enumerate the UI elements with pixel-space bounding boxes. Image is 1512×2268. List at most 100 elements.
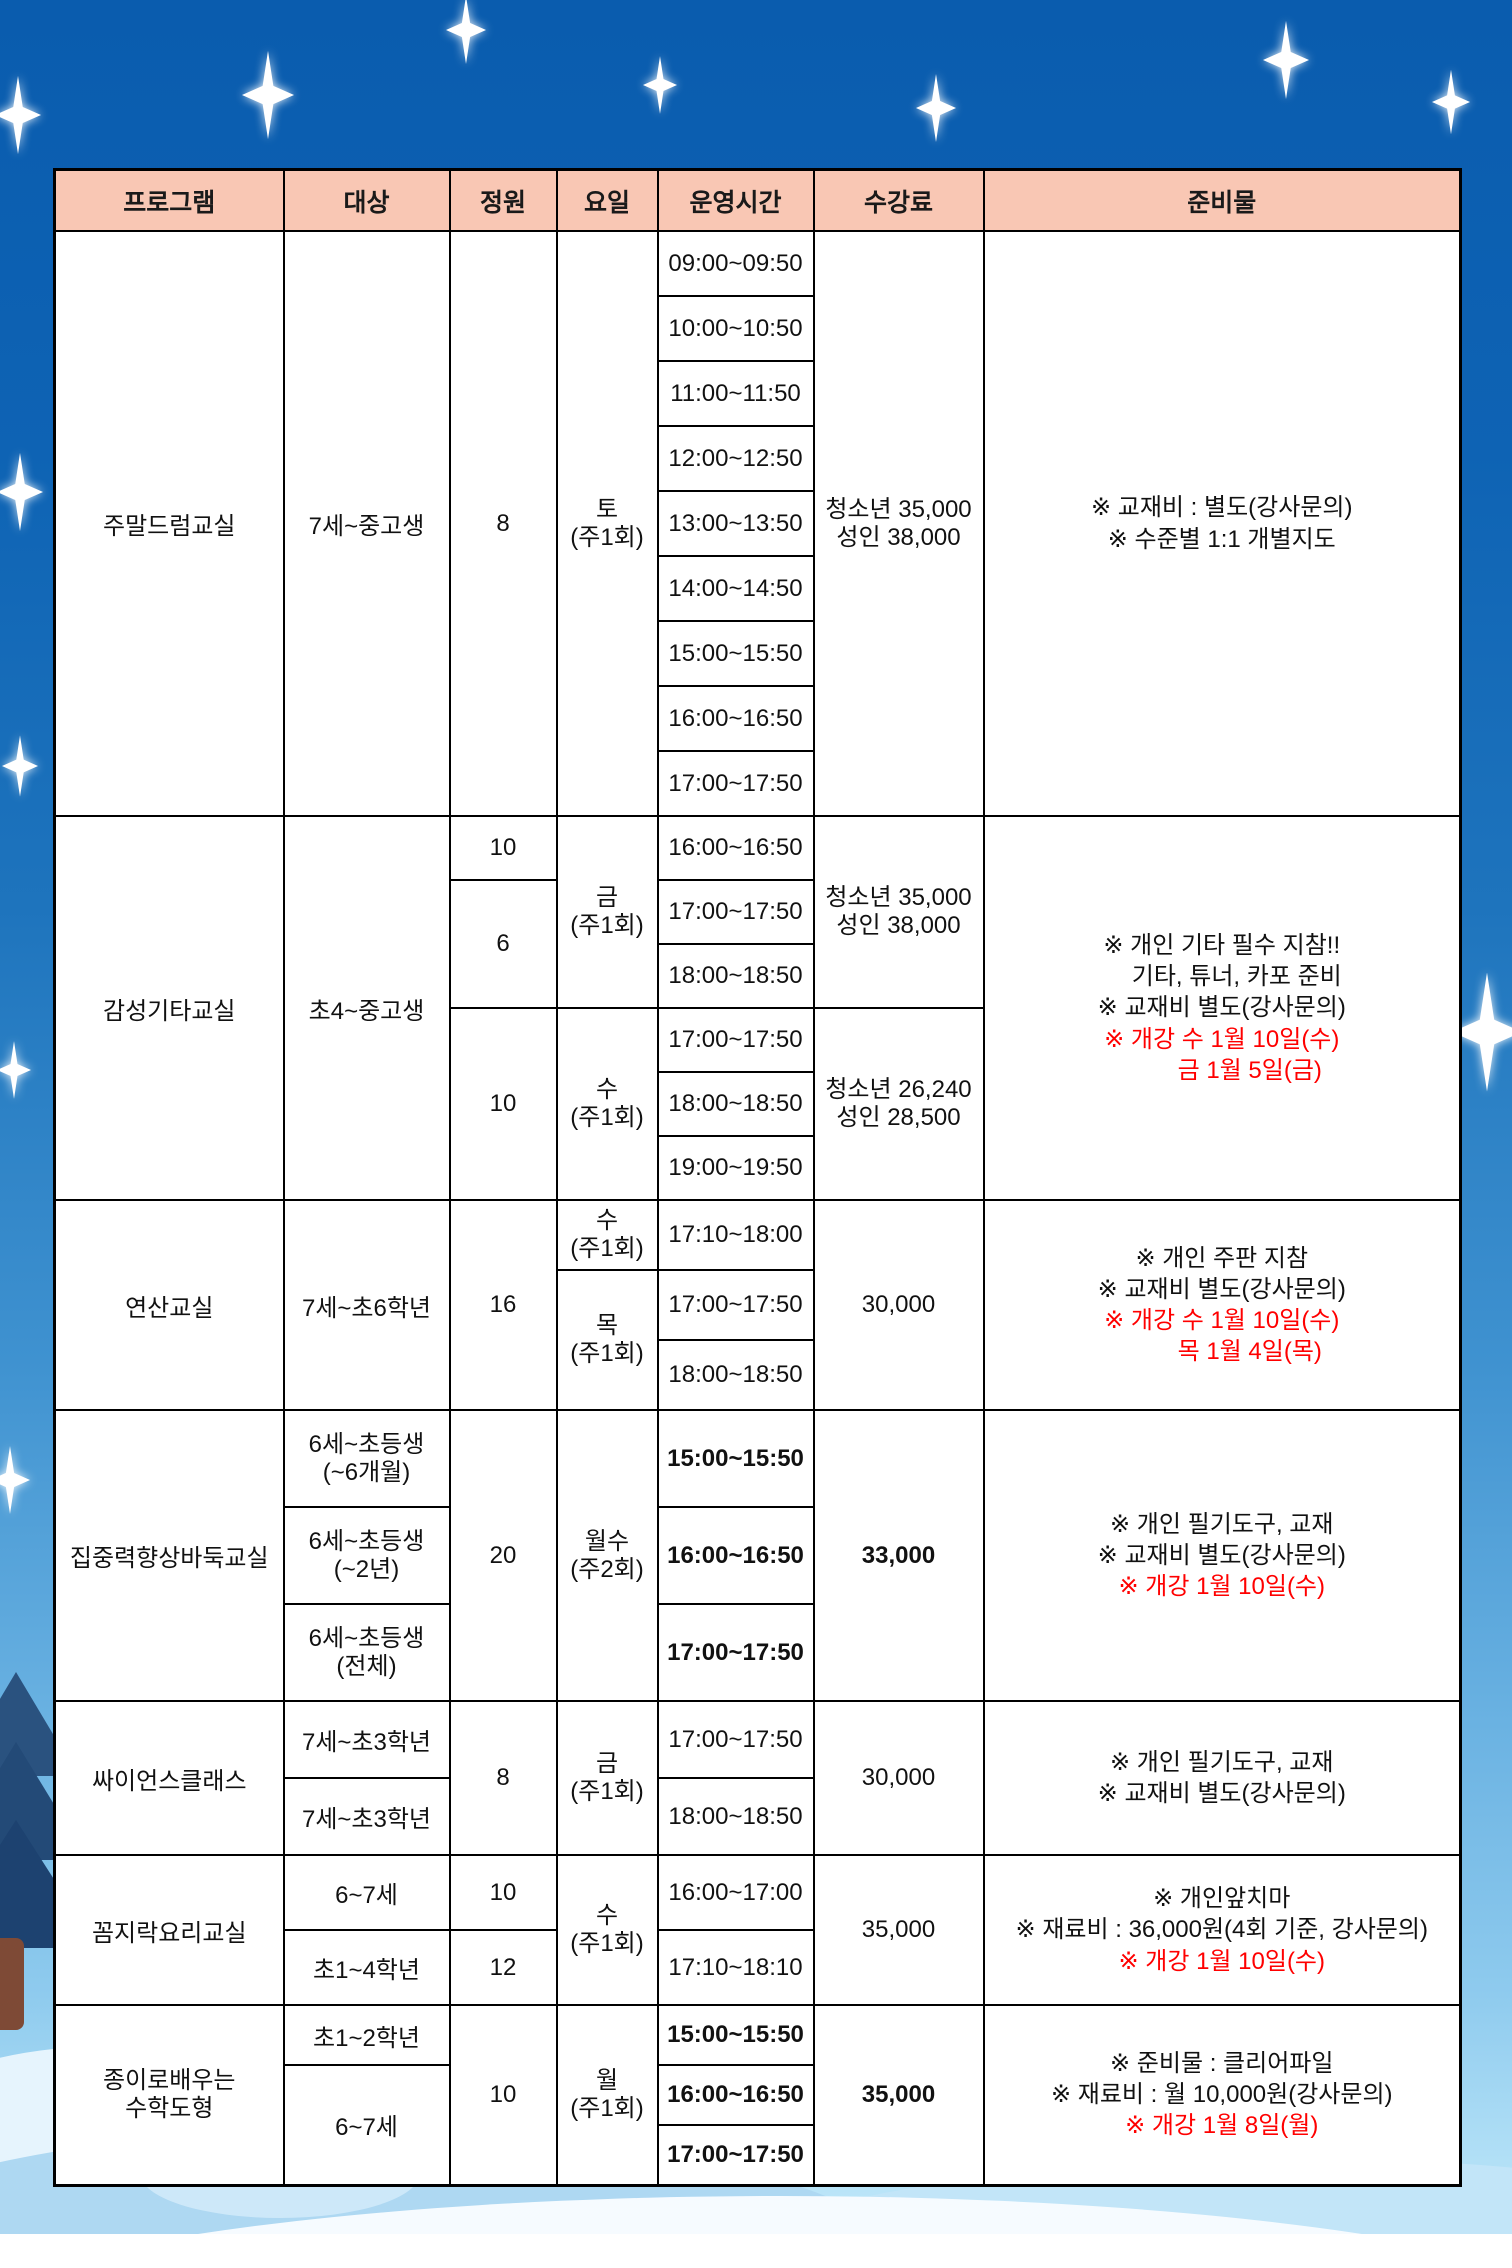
cell-time: 16:00~17:00 [656, 1854, 815, 1931]
cell-time: 18:00~18:50 [656, 1339, 815, 1411]
cell-fee: 35,000 [812, 1854, 985, 2006]
cell-day: 목 (주1회) [555, 1269, 659, 1411]
table-row: 꼼지락요리교실 6~7세 10 수 (주1회) 16:00~17:00 35,000 ※ 개인… [53, 1854, 1462, 2006]
cell-target: 7세~초6학년 [282, 1199, 451, 1411]
note-line: ※ 개인앞치마 [1153, 1885, 1291, 1913]
cell-fee: 청소년 35,000 성인 38,000 [812, 815, 985, 1009]
sparkle-star-icon [1263, 21, 1309, 99]
note-line: ※ 교재비 별도(강사문의) [1097, 1275, 1346, 1303]
table-row: 주말드럼교실 7세~중고생 8 토 (주1회) 09:00~09:50 청소년 35,000… [53, 230, 1462, 817]
column-header-day: 요일 [555, 168, 659, 232]
cell-time: 17:00~17:50 [656, 2124, 815, 2186]
sparkle-star-icon [0, 453, 43, 531]
table-row: 연산교실 7세~초6학년 16 수 (주1회) 17:10~18:00 30,000 ※ 개인… [53, 1199, 1462, 1411]
sparkle-star-icon [1432, 70, 1470, 135]
note-line: ※ 재료비 : 월 10,000원(강사문의) [1050, 2081, 1393, 2109]
note-line-highlight: 금 1월 5일(금) [1177, 1056, 1322, 1084]
cell-day: 금 (주1회) [555, 815, 659, 1009]
cell-time: 10:00~10:50 [656, 295, 815, 362]
table-row: 싸이언스클래스 7세~초3학년 8 금 (주1회) 17:00~17:50 30,000 ※ … [53, 1700, 1462, 1856]
cell-day: 월수 (주2회) [555, 1409, 659, 1702]
cell-time: 16:00~16:50 [656, 815, 815, 881]
cell-capacity: 10 [448, 2004, 558, 2186]
cell-materials: ※ 준비물 : 클리어파일 ※ 재료비 : 월 10,000원(강사문의) ※ 개강… [982, 2004, 1462, 2186]
column-header-target: 대상 [282, 168, 451, 232]
note-line: ※ 준비물 : 클리어파일 [1110, 2049, 1334, 2077]
table-row: 17:00~17:50 [55, 750, 1461, 817]
cell-time: 17:00~17:50 [656, 750, 815, 817]
cell-capacity: 16 [448, 1199, 558, 1411]
note-line: ※ 개인 필기도구, 교재 [1110, 1748, 1334, 1776]
note-line-highlight: ※ 개강 1월 10일(수) [1118, 1573, 1326, 1601]
table-row: 감성기타교실 초4~중고생 10 금 (주1회) 16:00~16:50 청소년 35,00… [53, 815, 1462, 1201]
note-line-highlight: ※ 개강 1월 8일(월) [1125, 2112, 1319, 2140]
sparkle-star-icon [0, 1041, 31, 1099]
cell-target: 초4~중고생 [282, 815, 451, 1201]
table-row: 6세~초등생 (전체) 17:00~17:50 [55, 1603, 1461, 1702]
cell-target: 초1~4학년 [282, 1929, 451, 2006]
cell-fee: 30,000 [812, 1199, 985, 1411]
table-row: 19:00~19:50 [55, 1135, 1461, 1201]
cell-materials: ※ 개인 필기도구, 교재 ※ 교재비 별도(강사문의) [982, 1700, 1462, 1856]
cell-time: 16:00~16:50 [656, 2064, 815, 2126]
note-line: ※ 교재비 별도(강사문의) [1097, 994, 1346, 1022]
cell-fee: 30,000 [812, 1700, 985, 1856]
column-header-program: 프로그램 [53, 168, 285, 232]
cell-fee: 35,000 [812, 2004, 985, 2186]
sparkle-star-icon [916, 74, 956, 142]
bottom-white-strip [0, 2234, 1512, 2268]
cell-program: 종이로배우는 수학도형 [53, 2004, 285, 2186]
cell-capacity: 20 [448, 1409, 558, 1702]
note-line: ※ 교재비 별도(강사문의) [1097, 1780, 1346, 1807]
tree-trunk [0, 1938, 24, 2030]
cell-materials: ※ 개인앞치마 ※ 재료비 : 36,000원(4회 기준, 강사문의) ※ 개강 … [982, 1854, 1462, 2006]
table-row: 18:00~18:50 [55, 943, 1461, 1009]
cell-materials: ※ 교재비 : 별도(강사문의) ※ 수준별 1:1 개별지도 [982, 230, 1462, 817]
cell-time: 17:10~18:00 [656, 1199, 815, 1271]
cell-program: 연산교실 [53, 1199, 285, 1411]
cell-time: 17:00~17:50 [656, 1007, 815, 1073]
table-row: 18:00~18:50 [55, 1071, 1461, 1137]
cell-capacity: 8 [448, 1700, 558, 1856]
table-row: 13:00~13:50 [55, 490, 1461, 557]
table-row: 16:00~16:50 [55, 685, 1461, 752]
cell-materials: ※ 개인 주판 지참 ※ 교재비 별도(강사문의) ※ 개강 수 1월 10일(수)… [982, 1199, 1462, 1411]
cell-materials: ※ 개인 필기도구, 교재 ※ 교재비 별도(강사문의) ※ 개강 1월 10일(수… [982, 1409, 1462, 1702]
cell-program: 꼼지락요리교실 [53, 1854, 285, 2006]
column-header-materials: 준비물 [982, 168, 1462, 232]
cell-materials: ※ 개인 기타 필수 지참!! 기타, 튜너, 카포 준비 ※ 교재비 별도(강사문… [982, 815, 1462, 1201]
note-line-highlight: ※ 개강 1월 10일(수) [1118, 1947, 1326, 1975]
cell-time: 17:00~17:50 [656, 1700, 815, 1779]
cell-time: 17:00~17:50 [656, 1269, 815, 1341]
cell-day: 월 (주1회) [555, 2004, 659, 2186]
cell-target: 초1~2학년 [282, 2004, 451, 2066]
cell-time: 11:00~11:50 [656, 360, 815, 427]
note-line: 기타, 튜너, 카포 준비 [1131, 963, 1342, 991]
cell-target: 6세~초등생 (~2년) [282, 1506, 451, 1605]
sparkle-star-icon [242, 51, 294, 139]
cell-day: 토 (주1회) [555, 230, 659, 817]
table-row: 15:00~15:50 [55, 620, 1461, 687]
table-row: 12:00~12:50 [55, 425, 1461, 492]
table-row: 7세~초3학년 18:00~18:50 [55, 1777, 1461, 1856]
cell-time: 16:00~16:50 [656, 1506, 815, 1605]
cell-fee: 33,000 [812, 1409, 985, 1702]
note-line: ※ 개인 주판 지참 [1135, 1244, 1309, 1272]
table-row: 목 (주1회) 17:00~17:50 [55, 1269, 1461, 1411]
note-line: ※ 교재비 : 별도(강사문의) [1091, 494, 1353, 522]
cell-program: 집중력향상바둑교실 [53, 1409, 285, 1702]
note-line: ※ 개인 기타 필수 지참!! [1103, 932, 1341, 960]
cell-time: 18:00~18:50 [656, 943, 815, 1009]
cell-program: 주말드럼교실 [53, 230, 285, 817]
cell-time: 19:00~19:50 [656, 1135, 815, 1201]
sparkle-star-icon [0, 76, 41, 154]
column-header-fee: 수강료 [812, 168, 985, 232]
note-line: ※ 개인 필기도구, 교재 [1110, 1510, 1334, 1538]
cell-time: 13:00~13:50 [656, 490, 815, 557]
cell-fee: 청소년 35,000 성인 38,000 [812, 230, 985, 817]
note-line: ※ 수준별 1:1 개별지도 [1107, 525, 1336, 553]
cell-target: 7세~초3학년 [282, 1777, 451, 1856]
cell-time: 09:00~09:50 [656, 230, 815, 297]
cell-day: 수 (주1회) [555, 1199, 659, 1271]
